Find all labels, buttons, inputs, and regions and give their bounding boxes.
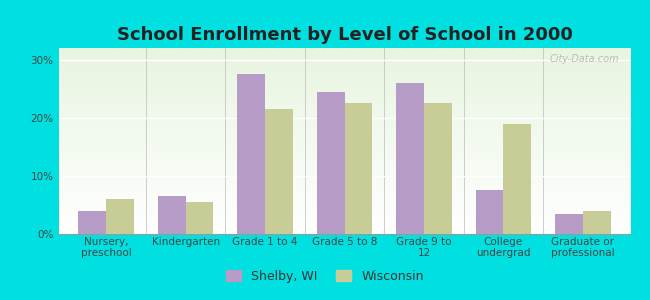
Bar bbox=[344, 103, 372, 234]
Legend: Shelby, WI, Wisconsin: Shelby, WI, Wisconsin bbox=[221, 265, 429, 288]
Bar bbox=[555, 214, 583, 234]
Bar bbox=[237, 74, 265, 234]
Bar bbox=[265, 109, 293, 234]
Bar bbox=[424, 103, 452, 234]
Bar bbox=[583, 211, 610, 234]
Bar bbox=[79, 211, 106, 234]
Bar bbox=[158, 196, 186, 234]
Bar bbox=[503, 124, 531, 234]
Bar bbox=[186, 202, 213, 234]
Bar bbox=[396, 83, 424, 234]
Title: School Enrollment by Level of School in 2000: School Enrollment by Level of School in … bbox=[116, 26, 573, 44]
Text: City-Data.com: City-Data.com bbox=[549, 54, 619, 64]
Bar bbox=[317, 92, 345, 234]
Bar bbox=[106, 199, 134, 234]
Bar bbox=[476, 190, 503, 234]
